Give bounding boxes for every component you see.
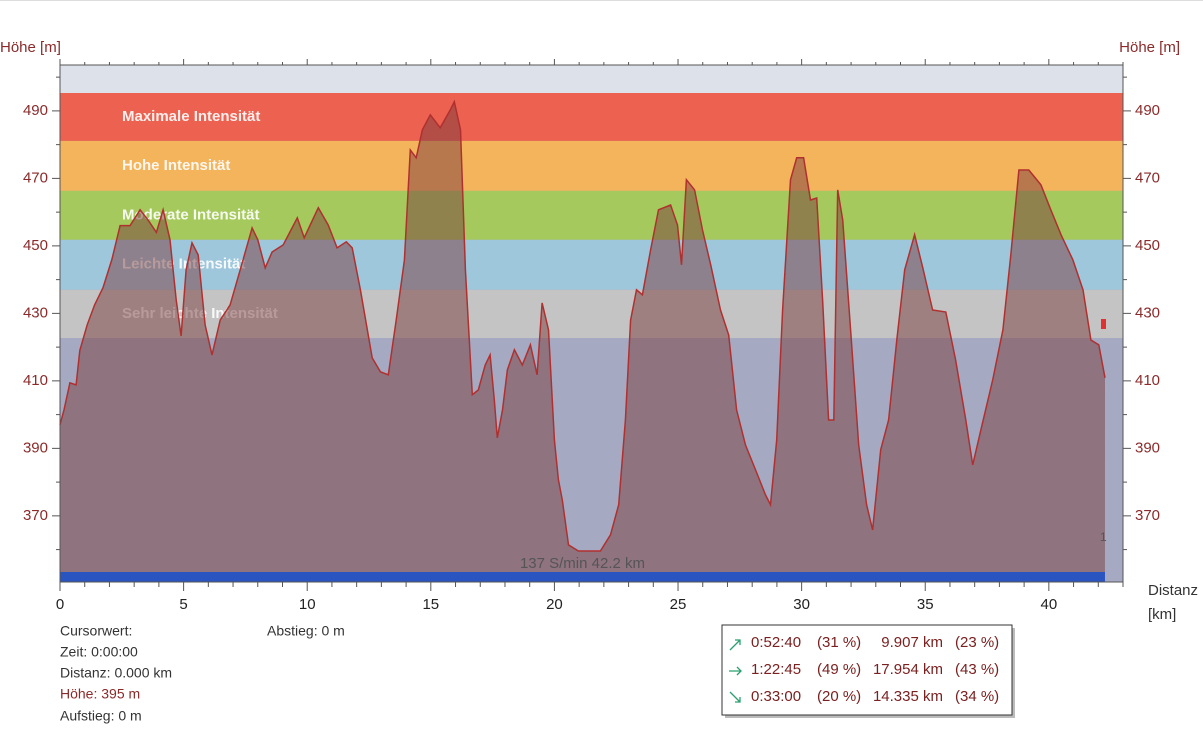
zone-label: Maximale Intensität — [122, 108, 260, 125]
cursor-ascent: Aufstieg: 0 m — [60, 708, 142, 724]
y2-tick-label: 390 — [1135, 439, 1160, 456]
x-tick-label: 5 — [179, 596, 187, 613]
stats-cell: 0:33:00 — [751, 688, 801, 705]
y-axis-label: Höhe [m] — [0, 39, 61, 56]
y-tick-label: 450 — [23, 237, 48, 254]
y-tick-label: 430 — [23, 304, 48, 321]
zone — [60, 93, 1123, 141]
stats-cell: 0:52:40 — [751, 634, 801, 651]
stats-cell: 14.335 km — [873, 688, 943, 705]
stats-cell: 1:22:45 — [751, 661, 801, 678]
stats-cell: (31 %) — [817, 634, 861, 651]
y-tick-label: 370 — [23, 507, 48, 524]
y2-tick-label: 370 — [1135, 507, 1160, 524]
x-tick-label: 35 — [917, 596, 934, 613]
profile-area — [60, 101, 1105, 583]
zone-label: Moderate Intensität — [122, 206, 260, 223]
cursor-time: Zeit: 0:00:00 — [60, 644, 138, 660]
zone-label: Hohe Intensität — [122, 157, 230, 174]
y-tick-label: 390 — [23, 439, 48, 456]
x-axis-label: [km] — [1148, 606, 1176, 623]
stats-cell: 17.954 km — [873, 661, 943, 678]
y2-tick-label: 450 — [1135, 237, 1160, 254]
x-tick-label: 0 — [56, 596, 64, 613]
cursor-descent: Abstieg: 0 m — [267, 623, 345, 639]
zone — [60, 140, 1123, 191]
x-axis-label: Distanz — [1148, 582, 1198, 599]
y2-tick-label: 430 — [1135, 304, 1160, 321]
y2-tick-label: 470 — [1135, 169, 1160, 186]
x-tick-label: 25 — [670, 596, 687, 613]
stats-icons — [729, 639, 742, 703]
y2-tick-label: 490 — [1135, 102, 1160, 119]
profile-line — [59, 99, 1106, 552]
stats-cell: (34 %) — [955, 688, 999, 705]
bottom-label: 137 S/min 42.2 km — [520, 555, 645, 572]
plot-top — [60, 65, 1123, 93]
x-tick-label: 30 — [793, 596, 810, 613]
x-tick-label: 15 — [422, 596, 439, 613]
y-tick-label: 410 — [23, 372, 48, 389]
stats-cell: 9.907 km — [881, 634, 943, 651]
stats-cell: (20 %) — [817, 688, 861, 705]
cursor-height: Höhe: 395 m — [60, 686, 140, 702]
marker — [1101, 319, 1106, 329]
y2-axis-label: Höhe [m] — [1119, 39, 1180, 56]
cursor-distance: Distanz: 0.000 km — [60, 665, 172, 681]
stats-cell: (23 %) — [955, 634, 999, 651]
x-tick-label: 20 — [546, 596, 563, 613]
plot-frame — [59, 64, 1124, 583]
y2-tick-label: 410 — [1135, 372, 1160, 389]
x-tick-label: 40 — [1040, 596, 1057, 613]
y-tick-label: 490 — [23, 102, 48, 119]
stats-box — [721, 624, 1013, 716]
distance-bar — [60, 572, 1105, 582]
zone — [60, 190, 1123, 240]
marker-label: 1 — [1100, 530, 1107, 544]
stats-cell: (49 %) — [817, 661, 861, 678]
y-tick-label: 470 — [23, 169, 48, 186]
cursor-title: Cursorwert: — [60, 623, 132, 639]
x-tick-label: 10 — [299, 596, 316, 613]
stats-cell: (43 %) — [955, 661, 999, 678]
